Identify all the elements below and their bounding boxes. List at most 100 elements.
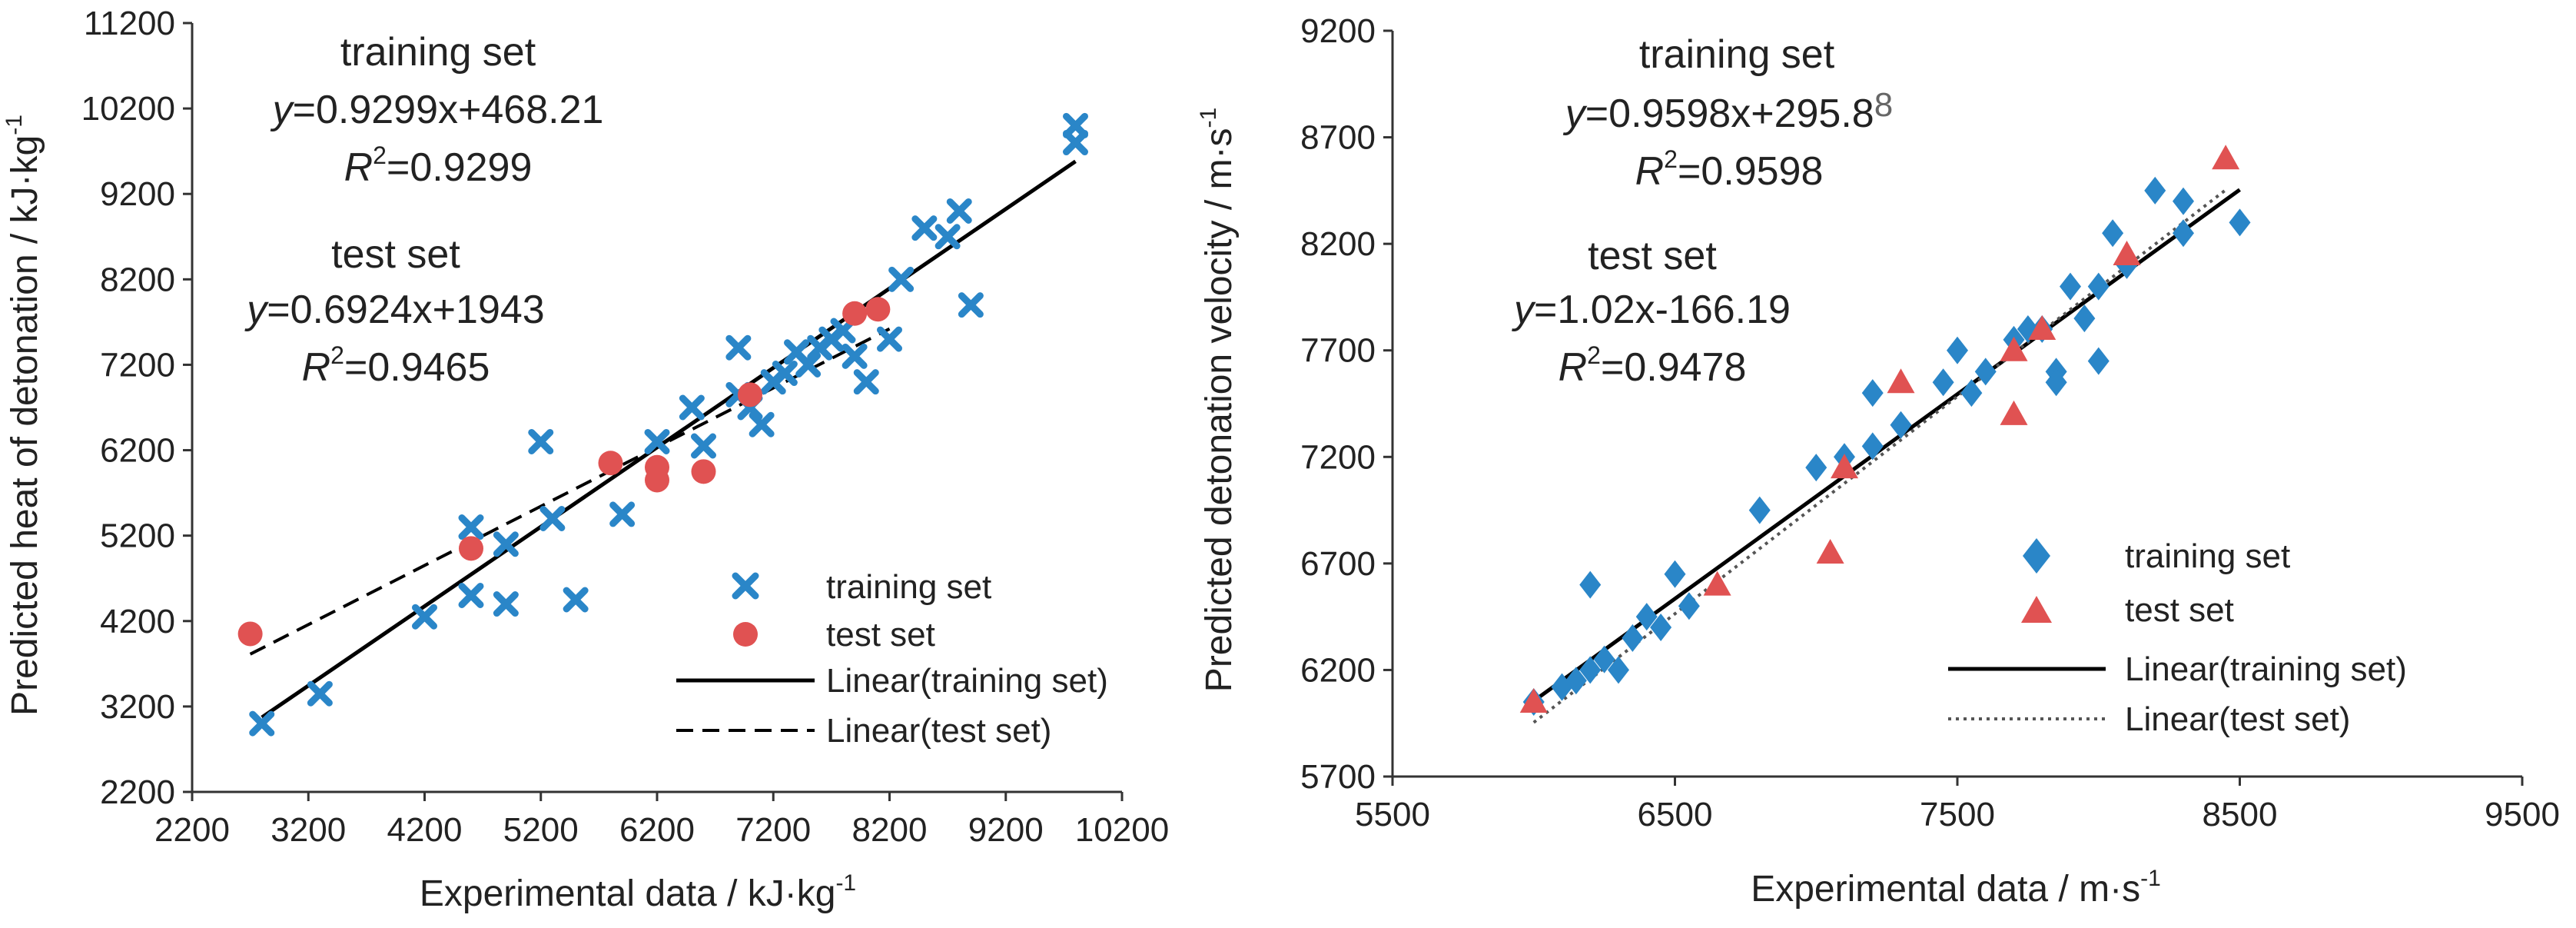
legend-label-test-fit-right: Linear(test set) (2125, 700, 2350, 738)
test-point-circle (645, 467, 669, 493)
training-point-x (644, 428, 670, 454)
training-point-diamond (1974, 358, 1997, 386)
training-point-diamond (2045, 368, 2067, 397)
training-point-x (795, 351, 822, 378)
training-point-diamond (1579, 656, 1602, 684)
training-point-x (958, 292, 984, 318)
y-tick-label: 6700 (1300, 545, 1376, 583)
plot-area-right: 5500 6500 7500 8500 9500 5700 6200 6700 7200 770… (1300, 12, 2560, 833)
training-point-x (458, 582, 484, 608)
training-point-diamond (2087, 347, 2110, 375)
y-tick-label: 8200 (1300, 225, 1376, 263)
y-tick-label: 4200 (100, 603, 175, 640)
y-tick-label: 7200 (100, 346, 175, 384)
x-tick-label: 3200 (271, 811, 346, 849)
y-tick-label: 6200 (1300, 651, 1376, 689)
training-point-diamond (1593, 645, 1615, 674)
legend-label-training-left: training set (826, 568, 991, 606)
test-point-circle (237, 621, 263, 647)
test-point-triangle (2028, 315, 2056, 340)
train-title-right: training set (1639, 32, 1835, 77)
test-r2-right: R2=0.9478 (1559, 341, 1747, 390)
training-point-diamond (1664, 560, 1686, 588)
annotation-right: training set y=0.9598x+295.88 R2=0.9598 … (1512, 32, 1893, 390)
x-tick-label: 9500 (2485, 796, 2560, 833)
test-point-circle (865, 297, 891, 322)
legend-label-training-fit-right: Linear(training set) (2125, 650, 2407, 688)
x-tick-label: 5200 (503, 811, 579, 849)
training-point-diamond (1678, 592, 1700, 620)
y-axis-title-left: Predicted heat of detonation / kJ·kg-1 (2, 115, 45, 716)
training-point-diamond (2102, 219, 2124, 248)
y-tick-label: 9200 (1300, 12, 1376, 50)
test-equation-left: y=0.6924x+1943 (244, 288, 544, 332)
x-tick-label: 9200 (968, 811, 1044, 849)
legend-marker-test-left (733, 622, 758, 647)
chart-detonation-velocity: 5500 6500 7500 8500 9500 5700 6200 6700 7200 770… (1196, 12, 2560, 910)
test-point-triangle (1831, 454, 1858, 479)
test-point-triangle (2113, 241, 2141, 265)
y-tick-label: 6200 (100, 432, 175, 470)
train-r2-left: R2=0.9299 (344, 141, 533, 190)
test-point-triangle (2000, 336, 2028, 361)
annotation-left: training set y=0.9299x+468.21 R2=0.9299 … (244, 30, 603, 390)
x-tick-label: 4200 (387, 811, 463, 849)
train-title-left: training set (340, 30, 536, 75)
legend-marker-training-left (732, 572, 759, 600)
legend-label-test-right: test set (2125, 591, 2234, 629)
training-point-diamond (1579, 570, 1602, 599)
legend-marker-training-right (2023, 538, 2050, 574)
training-point-diamond (1947, 336, 1968, 364)
test-title-right: test set (1588, 234, 1717, 278)
y-tick-label: 2200 (100, 773, 175, 811)
train-equation-right: y=0.9598x+295.88 (1563, 86, 1893, 136)
y-tick-label: 3200 (100, 688, 175, 726)
training-point-x (539, 505, 566, 531)
legend-right: training set test set Linear(training se… (1948, 537, 2407, 738)
y-tick-label: 8700 (1300, 119, 1376, 157)
training-point-x (528, 428, 554, 454)
y-tick-label: 10200 (81, 90, 175, 128)
training-point-diamond (1650, 614, 1672, 641)
test-point-triangle (1703, 570, 1731, 596)
training-point-x (1063, 130, 1088, 156)
training-point-diamond (2087, 272, 2110, 301)
training-point-diamond (1861, 432, 1884, 461)
train-r2-right: R2=0.9598 (1635, 145, 1824, 194)
training-point-x (458, 514, 484, 541)
training-point-diamond (2173, 219, 2194, 248)
plot-area-left: 2200 3200 4200 5200 6200 7200 8200 9200 10200 22… (81, 5, 1170, 849)
x-tick-label: 8500 (2203, 796, 2278, 833)
training-point-diamond (2229, 208, 2251, 237)
training-point-x (493, 531, 519, 557)
y-tick-label: 11200 (84, 5, 175, 42)
training-point-x (691, 433, 716, 459)
y-tick-label: 5200 (100, 517, 175, 555)
training-point-diamond (1960, 379, 1983, 407)
legend-label-test-left: test set (826, 616, 935, 654)
training-point-x (307, 680, 333, 707)
test-point-circle (842, 301, 868, 326)
training-point-diamond (1635, 603, 1658, 631)
training-point-x (772, 361, 798, 387)
training-point-diamond (1622, 624, 1644, 652)
training-point-diamond (2073, 304, 2096, 333)
x-tick-label: 7500 (1920, 796, 1995, 833)
fit-line-dashed (249, 327, 891, 656)
legend-left: training set test set Linear(training se… (676, 568, 1108, 750)
y-tick-label: 8200 (100, 261, 175, 298)
training-point-diamond (1932, 368, 1954, 397)
training-point-diamond (2144, 176, 2166, 205)
test-point-triangle (2212, 145, 2240, 170)
x-tick-label: 5500 (1355, 796, 1430, 833)
training-point-diamond (1748, 496, 1771, 524)
test-point-circle (459, 536, 483, 561)
test-title-left: test set (331, 232, 460, 277)
training-point-diamond (2060, 272, 2081, 301)
x-axis-title-left: Experimental data / kJ·kg-1 (420, 870, 856, 914)
training-point-diamond (2173, 187, 2194, 215)
training-point-x (934, 224, 961, 250)
chart-heat-of-detonation: 2200 3200 4200 5200 6200 7200 8200 9200 10200 22… (2, 5, 1169, 914)
training-point-x (679, 394, 705, 421)
